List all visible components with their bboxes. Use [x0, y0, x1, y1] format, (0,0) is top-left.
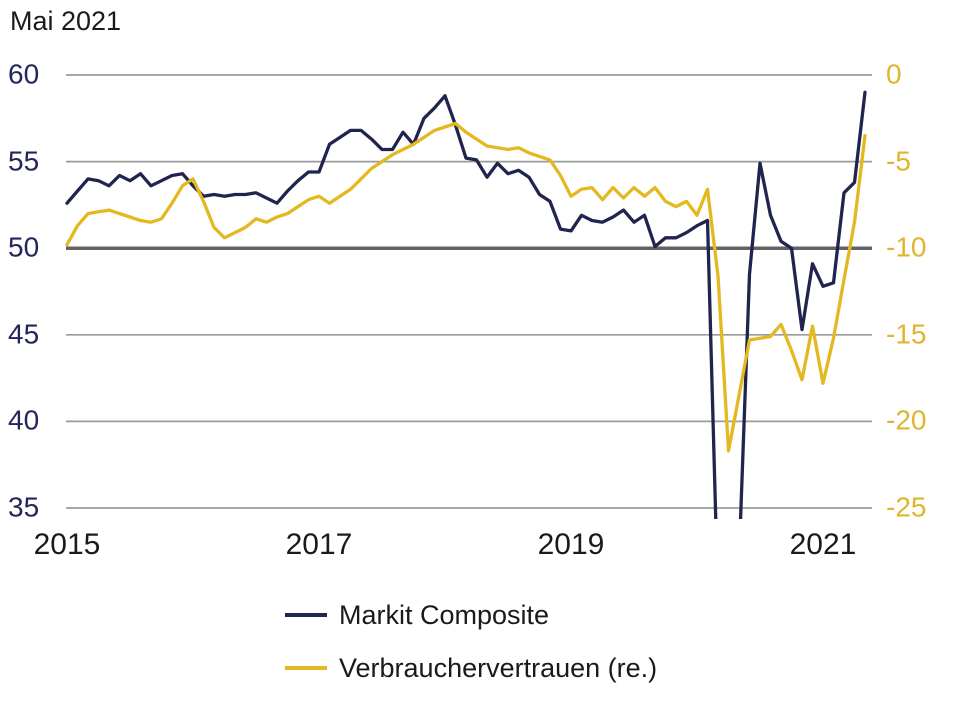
- legend-label: Verbrauchervertrauen (re.): [339, 652, 658, 683]
- verbrauchervertrauen-line-swatch: [285, 666, 327, 670]
- legend-item-verbrauchervertrauen: Verbrauchervertrauen (re.): [285, 653, 657, 683]
- legend-item-markit-composite: Markit Composite: [285, 600, 657, 630]
- verbrauchervertrauen-line: [65, 121, 867, 453]
- y-axis-left-tick-label: 40: [8, 404, 40, 436]
- x-axis-tick-label: 2017: [285, 528, 353, 561]
- y-axis-left-tick-label: 45: [8, 318, 40, 350]
- y-axis-right-tick-label: -10: [886, 231, 927, 263]
- y-axis-right-tick-label: -25: [886, 491, 927, 523]
- y-axis-right-tick-label: -5: [886, 144, 911, 176]
- y-axis-left-tick-label: 35: [8, 491, 40, 523]
- y-axis-left-tick-label: 55: [8, 144, 40, 176]
- y-axis-right-tick-label: 0: [886, 58, 902, 90]
- y-axis-right-tick-label: -20: [886, 404, 927, 436]
- y-axis-left-tick-label: 50: [8, 231, 40, 263]
- markit-composite-line-swatch: [285, 613, 327, 617]
- x-axis-tick-label: 2015: [33, 528, 101, 561]
- x-axis-tick-label: 2021: [789, 528, 857, 561]
- chart-title: Mai 2021: [10, 6, 122, 36]
- x-axis-tick-label: 2019: [537, 528, 605, 561]
- gridlines: [66, 74, 872, 509]
- legend: Markit Composite Verbrauchervertrauen (r…: [285, 600, 657, 706]
- legend-label: Markit Composite: [339, 599, 550, 630]
- y-axis-left-tick-label: 60: [8, 58, 40, 90]
- y-axis-right-tick-label: -15: [886, 318, 927, 350]
